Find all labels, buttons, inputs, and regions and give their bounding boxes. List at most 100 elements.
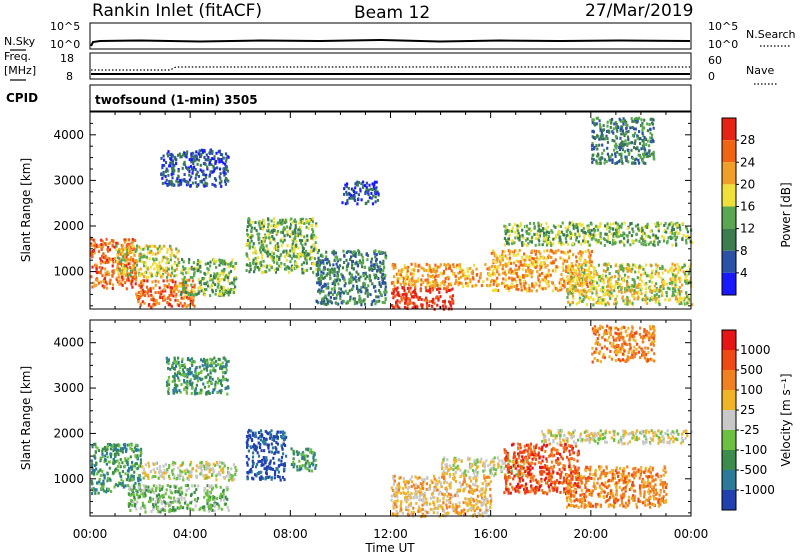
data-cell: [321, 289, 324, 293]
data-cell: [96, 271, 99, 275]
data-cell: [609, 265, 612, 269]
data-cell: [621, 234, 624, 238]
data-cell: [208, 498, 211, 502]
data-cell: [140, 289, 143, 293]
data-cell: [200, 180, 203, 184]
data-cell: [401, 293, 404, 297]
data-cell: [369, 293, 372, 297]
data-cell: [209, 158, 212, 162]
data-cell: [643, 225, 646, 229]
data-cell: [643, 136, 646, 139]
data-cell: [209, 294, 212, 298]
data-cell: [347, 186, 350, 190]
data-cell: [527, 242, 530, 246]
data-cell: [332, 249, 335, 253]
data-cell: [631, 125, 634, 129]
data-cell: [373, 252, 376, 256]
data-cell: [575, 302, 578, 306]
data-cell: [606, 301, 609, 305]
data-cell: [409, 286, 412, 290]
data-cell: [558, 231, 561, 235]
data-cell: [524, 273, 527, 277]
data-cell: [508, 256, 511, 260]
data-cell: [631, 133, 635, 137]
data-cell: [300, 220, 303, 224]
data-cell: [475, 267, 478, 271]
data-cell: [511, 242, 514, 245]
data-cell: [371, 188, 374, 192]
data-cell: [498, 272, 501, 276]
data-cell: [141, 279, 144, 283]
data-cell: [339, 291, 342, 295]
data-cell: [155, 494, 159, 498]
data-cell: [223, 292, 226, 295]
data-cell: [630, 270, 633, 274]
data-cell: [642, 152, 645, 156]
data-cell: [614, 300, 617, 304]
data-cell: [109, 447, 113, 451]
colorbar-swatch: [722, 228, 736, 251]
data-cell: [181, 304, 184, 308]
data-cell: [561, 266, 564, 270]
data-cell: [581, 274, 584, 278]
data-cell: [582, 227, 585, 231]
data-cell: [153, 267, 156, 271]
data-cell: [612, 238, 615, 242]
data-cell: [181, 277, 184, 281]
data-cell: [578, 262, 581, 266]
data-cell: [634, 263, 637, 267]
data-cell: [616, 129, 619, 133]
data-cell: [272, 258, 275, 262]
data-cell: [681, 222, 684, 225]
data-cell: [206, 165, 209, 169]
data-cell: [138, 284, 141, 287]
data-cell: [171, 182, 174, 186]
data-cell: [348, 196, 351, 200]
data-cell: [90, 252, 93, 256]
data-cell: [138, 259, 141, 263]
data-cell: [659, 289, 662, 293]
data-cell: [361, 265, 364, 269]
data-cell: [102, 279, 105, 283]
data-cell: [597, 301, 600, 305]
data-cell: [119, 458, 122, 461]
data-cell: [162, 154, 165, 158]
data-cell: [145, 255, 148, 259]
data-cell: [295, 265, 299, 269]
data-cell: [279, 253, 282, 257]
data-cell: [377, 295, 380, 299]
data-cell: [619, 264, 622, 268]
data-cell: [399, 282, 402, 286]
data-cell: [207, 158, 210, 162]
data-cell: [248, 245, 251, 249]
data-cell: [212, 259, 215, 263]
data-cell: [186, 284, 189, 287]
data-cell: [118, 282, 121, 286]
data-cell: [597, 263, 600, 267]
data-cell: [100, 482, 103, 486]
data-cell: [420, 283, 423, 287]
colorbar-swatch: [722, 184, 736, 207]
data-cell: [177, 499, 180, 503]
data-cell: [186, 293, 190, 297]
data-cell: [137, 298, 140, 302]
data-cell: [139, 506, 142, 510]
data-cell: [163, 244, 166, 248]
data-cell: [630, 117, 633, 121]
data-cell: [375, 186, 378, 190]
data-cell: [660, 276, 663, 280]
data-cell: [575, 259, 578, 263]
data-cell: [222, 293, 225, 297]
data-cell: [291, 238, 294, 242]
data-cell: [134, 454, 137, 458]
data-cell: [116, 459, 119, 463]
data-cell: [192, 298, 195, 302]
data-cell: [299, 218, 302, 222]
data-cell: [364, 277, 367, 281]
data-cell: [641, 159, 644, 163]
data-cell: [350, 276, 353, 279]
data-cell: [167, 259, 170, 263]
data-cell: [507, 249, 510, 253]
data-cell: [606, 137, 609, 141]
data-cell: [294, 260, 297, 264]
